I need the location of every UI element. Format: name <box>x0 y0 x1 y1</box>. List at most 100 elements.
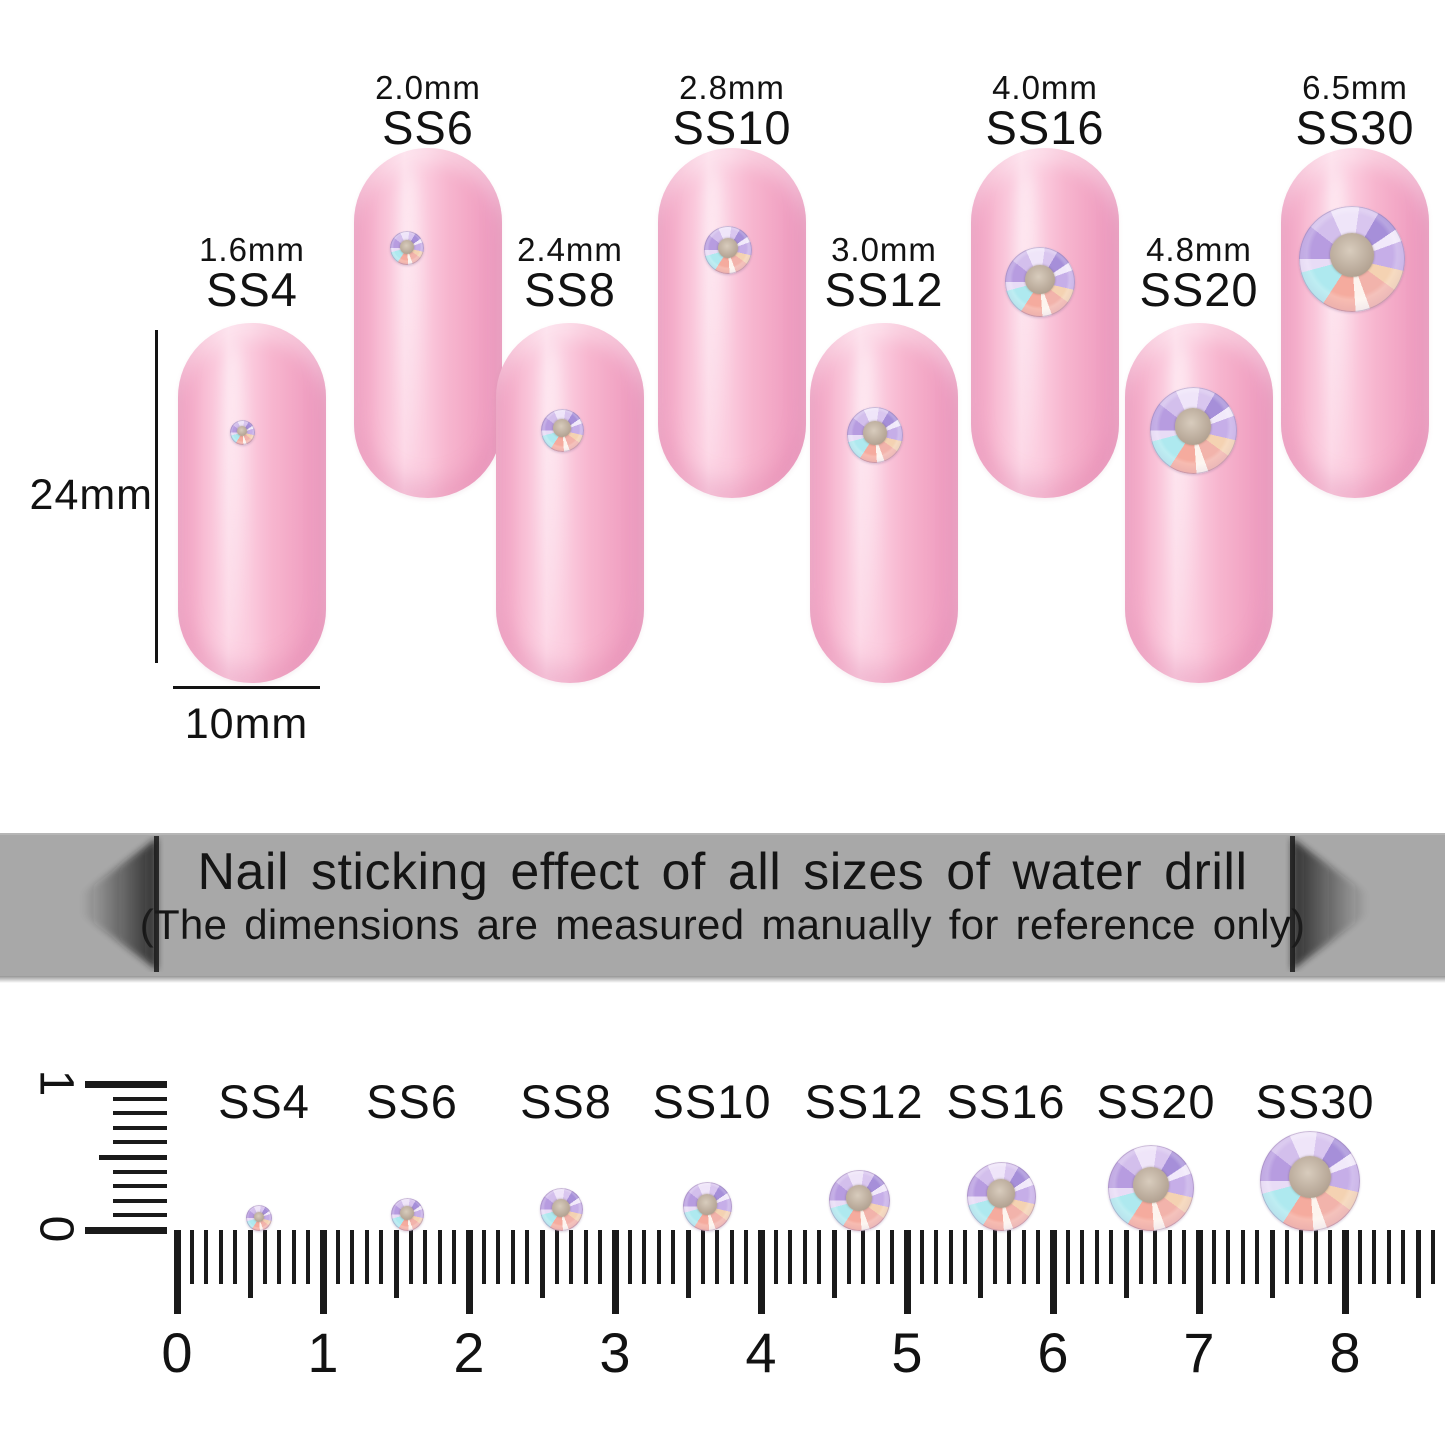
ruler-tick-h <box>1109 1230 1114 1284</box>
rhinestone-on-nail-ss10 <box>704 226 752 274</box>
ss-size-text: SS12 <box>824 263 944 316</box>
ruler-tick-h <box>539 1230 545 1298</box>
ruler-tick-h <box>306 1230 311 1284</box>
ruler-tick-h <box>934 1230 939 1284</box>
ruler-tick-h <box>773 1230 778 1284</box>
nail-ss20 <box>1125 323 1273 683</box>
ruler-tick-h <box>671 1230 676 1284</box>
ruler-tick-h <box>1036 1230 1041 1284</box>
ruler-tick-h <box>1138 1230 1143 1284</box>
ruler-ss-label-ss4: SS4 <box>218 1075 310 1128</box>
ruler-tick-h <box>437 1230 442 1284</box>
ruler-tick-h <box>744 1230 749 1284</box>
nail-ss30 <box>1281 148 1429 498</box>
ruler-tick-h <box>715 1230 720 1284</box>
ruler-tick-h <box>218 1230 223 1284</box>
nail-label-ss8: 2.4mm SS8 <box>460 232 680 313</box>
ruler-tick-h <box>1080 1230 1085 1284</box>
ruler-tick-h <box>262 1230 267 1284</box>
ruler-tick-h <box>510 1230 515 1284</box>
ruler-tick-h <box>408 1230 413 1284</box>
ruler-number: 2 <box>453 1321 485 1384</box>
ruler-tick-h <box>846 1230 851 1284</box>
ruler-tick-h <box>1211 1230 1216 1284</box>
ruler-tick-h <box>831 1230 837 1298</box>
ruler-tick-v <box>113 1169 167 1174</box>
nail-label-ss16: 4.0mm SS16 <box>935 70 1155 151</box>
ruler-tick-v <box>113 1125 167 1130</box>
ruler-tick-v <box>99 1154 167 1160</box>
nail-ss6 <box>354 148 502 498</box>
ruler-tick-h <box>1328 1230 1333 1284</box>
ruler-ss-label-ss8: SS8 <box>520 1075 612 1128</box>
ruler-rhinestone-ss10 <box>682 1182 732 1231</box>
ruler-ss-label-ss30: SS30 <box>1255 1075 1375 1128</box>
banner-subtitle: (The dimensions are measured manually fo… <box>139 901 1306 948</box>
ruler-tick-h <box>1415 1230 1421 1298</box>
ss-size-text: SS20 <box>1139 263 1259 316</box>
ruler-tick-h <box>335 1230 340 1284</box>
rhinestone-on-nail-ss20 <box>1149 386 1237 474</box>
ruler-ss-label-ss10: SS10 <box>652 1075 772 1128</box>
ruler-ss-label-ss6: SS6 <box>366 1075 458 1128</box>
banner: Nail sticking effect of all sizes of wat… <box>0 833 1445 983</box>
ruler-tick-h <box>598 1230 603 1284</box>
ruler-tick-h <box>379 1230 384 1284</box>
ruler-tick-h <box>817 1230 822 1284</box>
ruler-number: 4 <box>745 1321 777 1384</box>
ruler-rhinestone-ss6 <box>390 1198 424 1231</box>
ruler-tick-h <box>919 1230 924 1284</box>
ss-size-text: SS6 <box>382 101 474 154</box>
ruler-tick-h <box>1255 1230 1260 1284</box>
ruler-tick-h <box>583 1230 588 1284</box>
rhinestone-on-nail-ss12 <box>847 407 903 463</box>
ruler-tick-h <box>1313 1230 1318 1284</box>
ruler-tick-h <box>1167 1230 1172 1284</box>
ruler-tick-h <box>802 1230 807 1284</box>
ruler-tick-v <box>85 1080 167 1088</box>
ruler-tick-h <box>977 1230 983 1298</box>
mm-size-text: 6.5mm <box>1302 69 1408 106</box>
banner-left-arrow-icon <box>68 836 159 972</box>
ruler-tick-v <box>85 1226 167 1234</box>
ruler-tick-h <box>890 1230 895 1284</box>
ruler-tick-h <box>1386 1230 1391 1284</box>
ss-size-text: SS10 <box>672 101 792 154</box>
mm-size-text: 1.6mm <box>199 231 305 268</box>
ruler-tick-h <box>277 1230 282 1284</box>
ruler-tick-h <box>465 1230 473 1314</box>
width-dimension-label: 10mm <box>184 700 309 748</box>
ruler-number: 3 <box>599 1321 631 1384</box>
ruler-rhinestone-ss4 <box>246 1205 272 1231</box>
ruler-tick-h <box>1341 1230 1349 1314</box>
ruler-tick-h <box>1299 1230 1304 1284</box>
ruler-tick-h <box>204 1230 209 1284</box>
ruler-number: 5 <box>891 1321 923 1384</box>
nail-ss16 <box>971 148 1119 498</box>
ruler-tick-v <box>113 1096 167 1101</box>
ruler-tick-h <box>1240 1230 1245 1284</box>
ruler-tick-h <box>1123 1230 1129 1298</box>
ruler-number: 8 <box>1329 1321 1361 1384</box>
ruler-tick-h <box>757 1230 765 1314</box>
ruler-tick-h <box>1269 1230 1275 1298</box>
ruler-tick-v <box>113 1111 167 1116</box>
ruler-ss-label-ss16: SS16 <box>946 1075 1066 1128</box>
nail-ss12 <box>810 323 958 683</box>
ruler-tick-h <box>554 1230 559 1284</box>
ruler-tick-h <box>1153 1230 1158 1284</box>
ruler-tick-h <box>1372 1230 1377 1284</box>
ruler-ss-label-ss20: SS20 <box>1096 1075 1216 1128</box>
ruler-tick-v <box>113 1198 167 1203</box>
ruler-tick-h <box>452 1230 457 1284</box>
ruler-rhinestone-ss16 <box>966 1162 1036 1231</box>
ruler-rhinestone-ss20 <box>1108 1145 1194 1231</box>
ruler-tick-h <box>173 1230 181 1314</box>
nail-label-ss4: 1.6mm SS4 <box>142 231 362 313</box>
ruler-tick-h <box>247 1230 253 1298</box>
ruler-tick-h <box>1226 1230 1231 1284</box>
rhinestone-on-nail-ss16 <box>1005 247 1075 317</box>
ruler-tick-h <box>992 1230 997 1284</box>
ruler-tick-h <box>393 1230 399 1298</box>
